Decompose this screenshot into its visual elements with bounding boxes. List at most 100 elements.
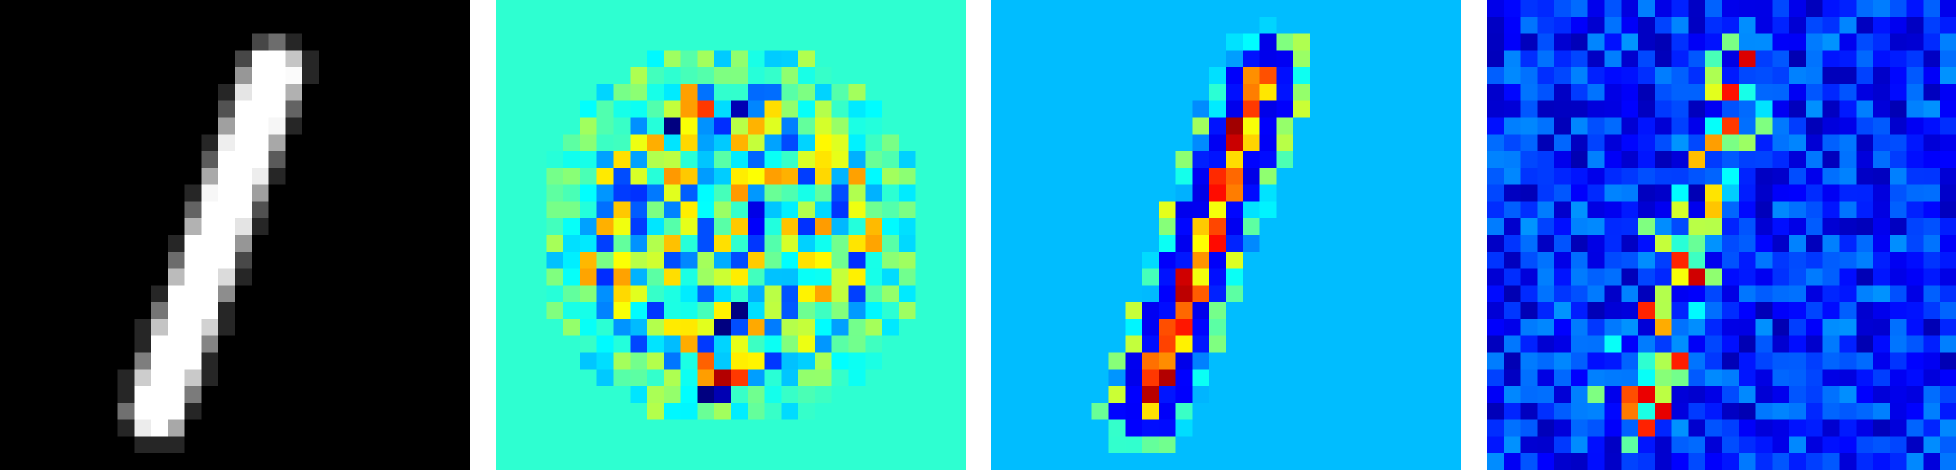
pixel-cell: [1410, 335, 1428, 353]
pixel-cell: [117, 83, 135, 102]
pixel-cell: [1839, 50, 1857, 68]
pixel-cell: [201, 167, 219, 185]
pixel-cell: [814, 117, 833, 135]
pixel-cell: [117, 50, 135, 68]
pixel-cell: [1520, 302, 1538, 320]
pixel-cell: [134, 235, 152, 253]
pixel-cell: [1856, 302, 1874, 320]
pixel-cell: [67, 369, 85, 387]
pixel-cell: [1856, 419, 1874, 437]
pixel-cell: [1293, 201, 1311, 219]
pixel-cell: [764, 151, 782, 169]
pixel-cell: [1209, 436, 1227, 454]
pixel-cell: [167, 218, 185, 236]
pixel-cell: [814, 402, 833, 420]
pixel-cell: [1377, 386, 1395, 404]
pixel-cell: [1755, 67, 1773, 85]
pixel-cell: [201, 251, 219, 269]
pixel-cell: [1923, 268, 1941, 286]
pixel-cell: [1158, 302, 1176, 320]
pixel-cell: [318, 453, 337, 470]
pixel-cell: [512, 134, 530, 152]
pixel-cell: [529, 151, 547, 169]
pixel-cell: [1789, 134, 1807, 152]
pixel-cell: [529, 335, 547, 353]
pixel-cell: [1738, 67, 1756, 85]
pixel-cell: [1587, 335, 1605, 353]
pixel-cell: [1259, 117, 1277, 135]
pixel-cell: [991, 0, 1009, 18]
pixel-cell: [932, 318, 950, 337]
pixel-cell: [151, 335, 169, 353]
pixel-cell: [915, 318, 933, 337]
pixel-cell: [436, 16, 454, 34]
pixel-cell: [915, 16, 933, 34]
pixel-cell: [697, 167, 715, 185]
pixel-cell: [1108, 100, 1126, 118]
pixel-cell: [1772, 167, 1790, 185]
pixel-cell: [386, 436, 404, 454]
pixel-cell: [436, 352, 454, 370]
pixel-cell: [1520, 117, 1538, 135]
pixel-cell: [865, 402, 883, 420]
pixel-cell: [1209, 419, 1227, 437]
pixel-cell: [1621, 184, 1639, 202]
pixel-cell: [83, 201, 102, 219]
pixel-cell: [318, 251, 337, 269]
pixel-cell: [496, 402, 514, 420]
pixel-cell: [1822, 453, 1840, 470]
pixel-cell: [630, 335, 648, 353]
pixel-cell: [882, 318, 900, 337]
pixel-cell: [1873, 402, 1891, 420]
pixel-cell: [1007, 285, 1025, 303]
pixel-cell: [1889, 352, 1907, 370]
pixel-cell: [647, 352, 665, 370]
pixel-cell: [1360, 0, 1378, 18]
pixel-cell: [1226, 369, 1244, 387]
pixel-cell: [1789, 167, 1807, 185]
pixel-cell: [1520, 218, 1538, 236]
pixel-cell: [1738, 419, 1756, 437]
pixel-cell: [1041, 100, 1059, 118]
pixel-cell: [764, 302, 782, 320]
pixel-cell: [436, 335, 454, 353]
pixel-cell: [318, 318, 337, 337]
pixel-cell: [1554, 285, 1572, 303]
pixel-cell: [335, 184, 353, 202]
pixel-cell: [83, 218, 102, 236]
pixel-cell: [1041, 386, 1059, 404]
pixel-cell: [991, 218, 1009, 236]
pixel-cell: [1554, 117, 1572, 135]
pixel-cell: [1822, 218, 1840, 236]
pixel-cell: [1671, 151, 1689, 169]
pixel-cell: [1604, 402, 1622, 420]
pixel-cell: [1091, 83, 1109, 102]
pixel-cell: [184, 201, 202, 219]
pixel-cell: [268, 285, 286, 303]
pixel-cell: [1276, 419, 1294, 437]
pixel-cell: [419, 50, 437, 68]
pixel-cell: [16, 167, 34, 185]
pixel-cell: [1343, 151, 1361, 169]
pixel-cell: [1041, 50, 1059, 68]
pixel-cell: [335, 0, 353, 18]
pixel-cell: [1772, 268, 1790, 286]
pixel-cell: [848, 369, 866, 387]
pixel-cell: [1722, 268, 1740, 286]
pixel-cell: [764, 67, 782, 85]
pixel-cell: [1940, 16, 1956, 34]
pixel-cell: [1923, 251, 1941, 269]
pixel-cell: [1688, 386, 1706, 404]
pixel-cell: [1520, 235, 1538, 253]
pixel-cell: [419, 402, 437, 420]
pixel-cell: [235, 386, 253, 404]
pixel-cell: [647, 67, 665, 85]
pixel-cell: [1722, 0, 1740, 18]
pixel-cell: [386, 16, 404, 34]
pixel-cell: [50, 83, 68, 102]
pixel-cell: [1671, 117, 1689, 135]
pixel-cell: [302, 386, 320, 404]
pixel-cell: [251, 436, 269, 454]
pixel-cell: [1839, 117, 1857, 135]
pixel-cell: [67, 117, 85, 135]
